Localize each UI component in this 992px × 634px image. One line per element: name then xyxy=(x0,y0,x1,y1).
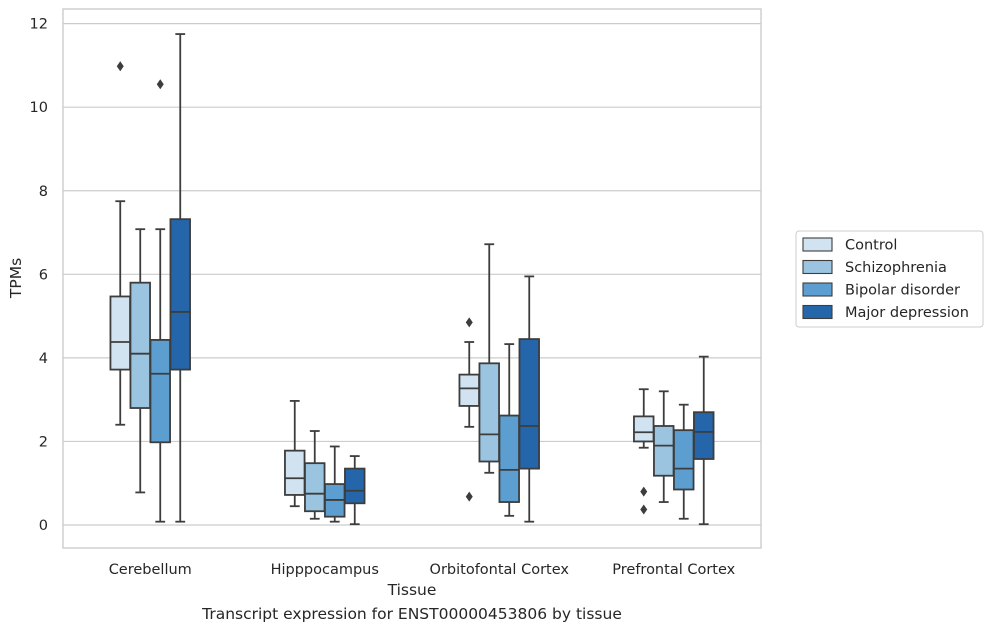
y-tick-label: 12 xyxy=(30,17,48,33)
outlier-point xyxy=(465,317,473,328)
box-body xyxy=(478,362,500,463)
box-body xyxy=(169,218,191,371)
box-major-depression xyxy=(169,33,191,523)
chart-caption: Transcript expression for ENST0000045380… xyxy=(202,605,622,623)
y-tick-label: 6 xyxy=(39,267,48,283)
outlier-point xyxy=(465,491,473,502)
box-series xyxy=(109,33,715,526)
box-body xyxy=(673,429,695,491)
box-schizophrenia xyxy=(478,243,500,474)
box-body xyxy=(498,414,520,503)
box-schizophrenia xyxy=(653,390,675,503)
box-body xyxy=(633,415,655,443)
box-major-depression xyxy=(518,275,540,523)
box-bipolar-disorder xyxy=(673,403,695,520)
legend-swatch xyxy=(802,259,833,275)
box-body xyxy=(129,281,151,409)
box-bipolar-disorder xyxy=(324,445,346,523)
y-tick-label: 4 xyxy=(39,351,48,367)
legend-swatch xyxy=(802,282,833,297)
legend-label: Control xyxy=(845,238,897,254)
box-major-depression xyxy=(344,455,366,526)
legend: Control Schizophrenia Bipolar disorder Majo… xyxy=(795,230,984,328)
legend-swatch xyxy=(802,237,833,252)
legend-label: Major depression xyxy=(845,305,969,321)
legend-label: Bipolar disorder xyxy=(845,283,960,299)
box-schizophrenia xyxy=(129,228,151,494)
x-tick-label: Orbitofontal Cortex xyxy=(430,562,570,578)
box-body xyxy=(653,425,675,477)
y-axis-label: TPMs xyxy=(7,258,25,299)
box-body xyxy=(693,411,715,460)
box-control xyxy=(633,388,655,515)
box-control xyxy=(458,317,480,502)
x-tick-labels: Cerebellum Hipppocampus Orbitofontal Corte… xyxy=(109,562,736,578)
legend-swatch xyxy=(802,304,833,320)
box-major-depression xyxy=(693,355,715,526)
outlier-point xyxy=(640,504,648,515)
outlier-point xyxy=(116,61,124,72)
plot-frame xyxy=(62,8,762,549)
box-bipolar-disorder xyxy=(149,79,171,523)
x-tick-label: Hipppocampus xyxy=(271,562,379,578)
outlier-point xyxy=(640,486,648,497)
x-tick-label: Cerebellum xyxy=(109,562,192,578)
legend-label: Schizophrenia xyxy=(845,260,947,276)
box-schizophrenia xyxy=(304,430,326,520)
y-tick-label: 2 xyxy=(39,434,48,450)
y-tick-label: 0 xyxy=(39,518,48,534)
box-body xyxy=(149,339,171,444)
box-body xyxy=(344,467,366,505)
box-body xyxy=(518,338,540,470)
box-bipolar-disorder xyxy=(498,343,520,517)
box-control xyxy=(284,400,306,508)
outlier-point xyxy=(156,79,164,90)
legend-frame xyxy=(795,230,984,328)
box-body xyxy=(458,373,480,407)
box-body xyxy=(109,295,131,371)
y-tick-label: 8 xyxy=(39,184,48,200)
x-axis-label: Tissue xyxy=(387,581,437,599)
x-tick-label: Prefrontal Cortex xyxy=(612,562,735,578)
box-body xyxy=(304,462,326,513)
y-tick-labels: 0 2 4 6 8 10 12 xyxy=(30,17,48,534)
y-tick-label: 10 xyxy=(30,100,48,116)
box-body xyxy=(284,449,306,496)
box-control xyxy=(109,61,131,426)
